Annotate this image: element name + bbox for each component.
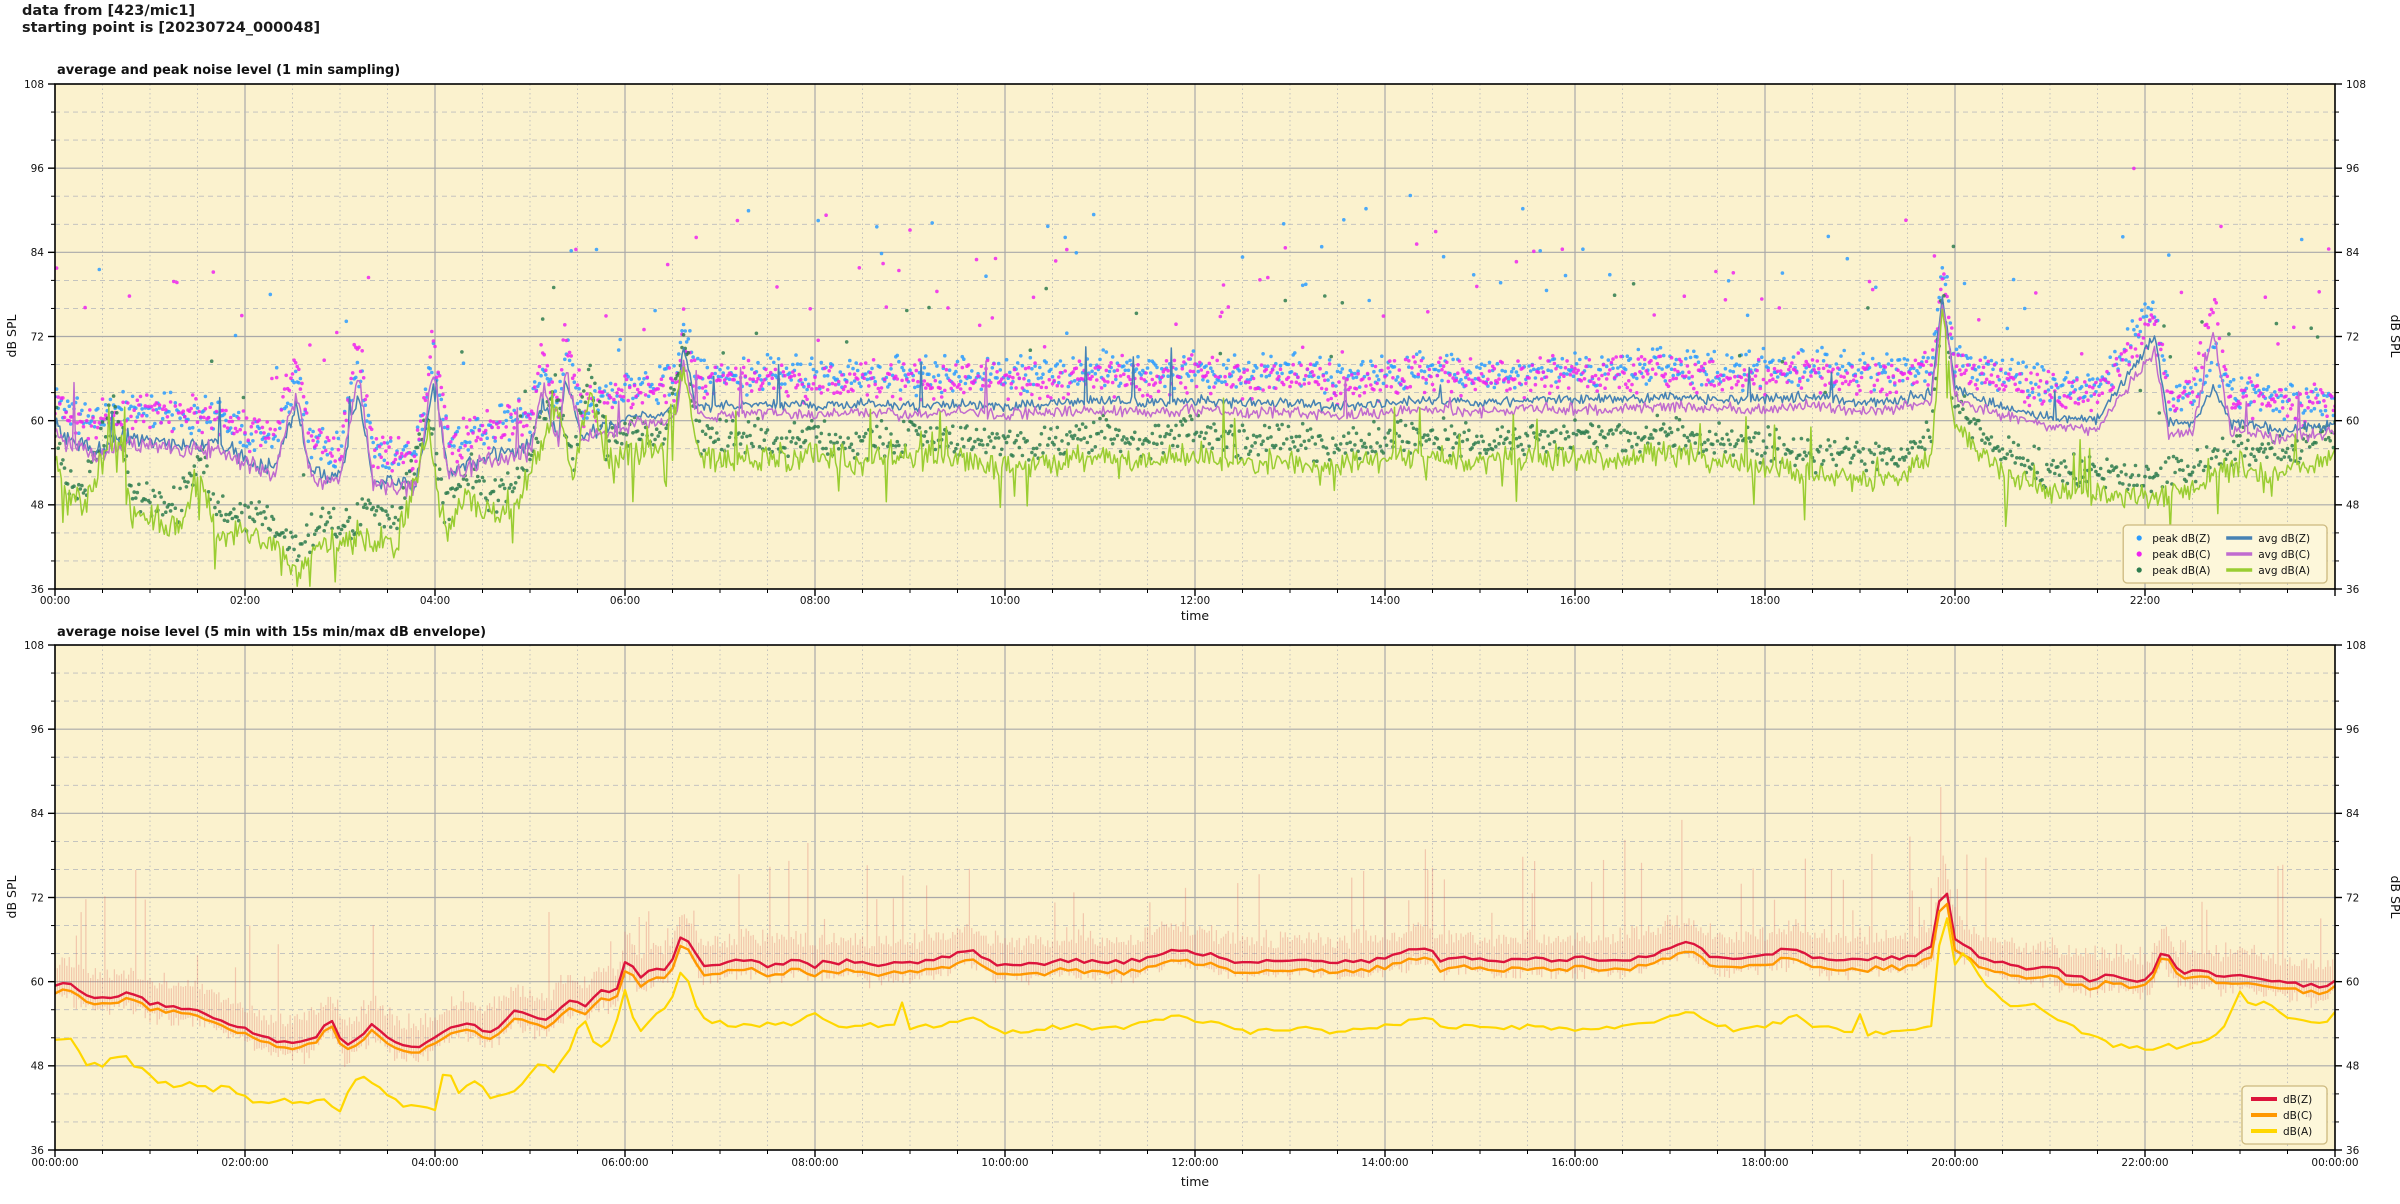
svg-text:16:00: 16:00 xyxy=(1560,595,1590,607)
top-chart: average and peak noise level (1 min samp… xyxy=(4,63,2400,623)
svg-text:14:00: 14:00 xyxy=(1370,595,1400,607)
svg-text:72: 72 xyxy=(31,331,44,343)
chart-title: average noise level (5 min with 15s min/… xyxy=(57,625,486,640)
svg-text:avg dB(Z): avg dB(Z) xyxy=(2258,533,2310,545)
svg-text:48: 48 xyxy=(31,500,44,512)
svg-text:02:00: 02:00 xyxy=(230,595,260,607)
svg-text:84: 84 xyxy=(31,247,45,259)
svg-text:108: 108 xyxy=(24,79,44,91)
svg-text:36: 36 xyxy=(2346,584,2360,596)
svg-text:60: 60 xyxy=(31,415,44,427)
svg-text:96: 96 xyxy=(31,163,45,175)
svg-text:avg dB(C): avg dB(C) xyxy=(2258,549,2310,561)
svg-text:00:00: 00:00 xyxy=(40,595,70,607)
top-plot-area: 36 36 48 48 60 60 72 72 84 84 96 96 108 108 00:00 02:00… xyxy=(24,79,2366,607)
legend: peak dB(Z) peak dB(C) peak dB(A) avg dB(Z) a… xyxy=(2123,525,2327,583)
y-axis-label-right: dB SPL xyxy=(2388,876,2400,919)
svg-text:96: 96 xyxy=(2346,163,2360,175)
x-axis-label: time xyxy=(1181,1174,1210,1189)
svg-text:08:00: 08:00 xyxy=(800,595,830,607)
svg-text:36: 36 xyxy=(31,584,45,596)
svg-text:20:00: 20:00 xyxy=(1940,595,1970,607)
svg-text:84: 84 xyxy=(2346,247,2360,259)
svg-text:12:00: 12:00 xyxy=(1180,595,1210,607)
legend: dB(Z)dB(C)dB(A) xyxy=(2242,1086,2327,1144)
chart-title: average and peak noise level (1 min samp… xyxy=(57,63,400,78)
svg-text:72: 72 xyxy=(2346,331,2359,343)
svg-text:06:00: 06:00 xyxy=(610,595,640,607)
y-axis-label-left: dB SPL xyxy=(4,876,19,919)
x-axis-label: time xyxy=(1181,608,1210,623)
svg-text:avg dB(A): avg dB(A) xyxy=(2258,565,2310,577)
figure-header: data from [423/mic1] starting point is [… xyxy=(22,3,320,36)
bottom-chart: average noise level (5 min with 15s min/… xyxy=(4,625,2400,1189)
header-line-1: data from [423/mic1] xyxy=(22,3,320,20)
svg-text:48: 48 xyxy=(2346,500,2359,512)
svg-text:peak dB(Z): peak dB(Z) xyxy=(2152,533,2210,545)
svg-text:60: 60 xyxy=(2346,415,2359,427)
svg-text:peak dB(A): peak dB(A) xyxy=(2152,565,2210,577)
svg-text:10:00: 10:00 xyxy=(990,595,1020,607)
y-axis-label-right: dB SPL xyxy=(2388,315,2400,358)
svg-text:22:00: 22:00 xyxy=(2130,595,2160,607)
svg-text:108: 108 xyxy=(2346,79,2366,91)
svg-text:peak dB(C): peak dB(C) xyxy=(2152,549,2210,561)
y-axis-label-left: dB SPL xyxy=(4,315,19,358)
header-line-2: starting point is [20230724_000048] xyxy=(22,20,320,37)
svg-text:04:00: 04:00 xyxy=(420,595,450,607)
svg-text:18:00: 18:00 xyxy=(1750,595,1780,607)
